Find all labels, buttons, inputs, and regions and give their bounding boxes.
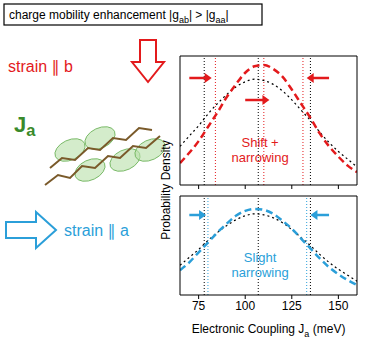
- svg-text:charge mobility enhancement |g: charge mobility enhancement |gab| > |gaa…: [9, 8, 229, 25]
- svg-text:Ja: Ja: [14, 112, 36, 139]
- svg-text:Slight: Slight: [244, 250, 277, 265]
- svg-text:strain ∥ a: strain ∥ a: [64, 222, 129, 240]
- svg-text:Shift +: Shift +: [242, 135, 279, 150]
- svg-text:75: 75: [192, 299, 206, 313]
- svg-text:150: 150: [328, 299, 348, 313]
- svg-text:narrowing: narrowing: [232, 265, 289, 280]
- svg-text:100: 100: [235, 299, 255, 313]
- svg-text:Electronic Coupling Ja (meV): Electronic Coupling Ja (meV): [192, 322, 346, 339]
- svg-text:Probability Density: Probability Density: [159, 140, 173, 239]
- svg-text:125: 125: [282, 299, 302, 313]
- svg-text:narrowing: narrowing: [232, 150, 289, 165]
- svg-text:strain ∥ b: strain ∥ b: [8, 58, 73, 76]
